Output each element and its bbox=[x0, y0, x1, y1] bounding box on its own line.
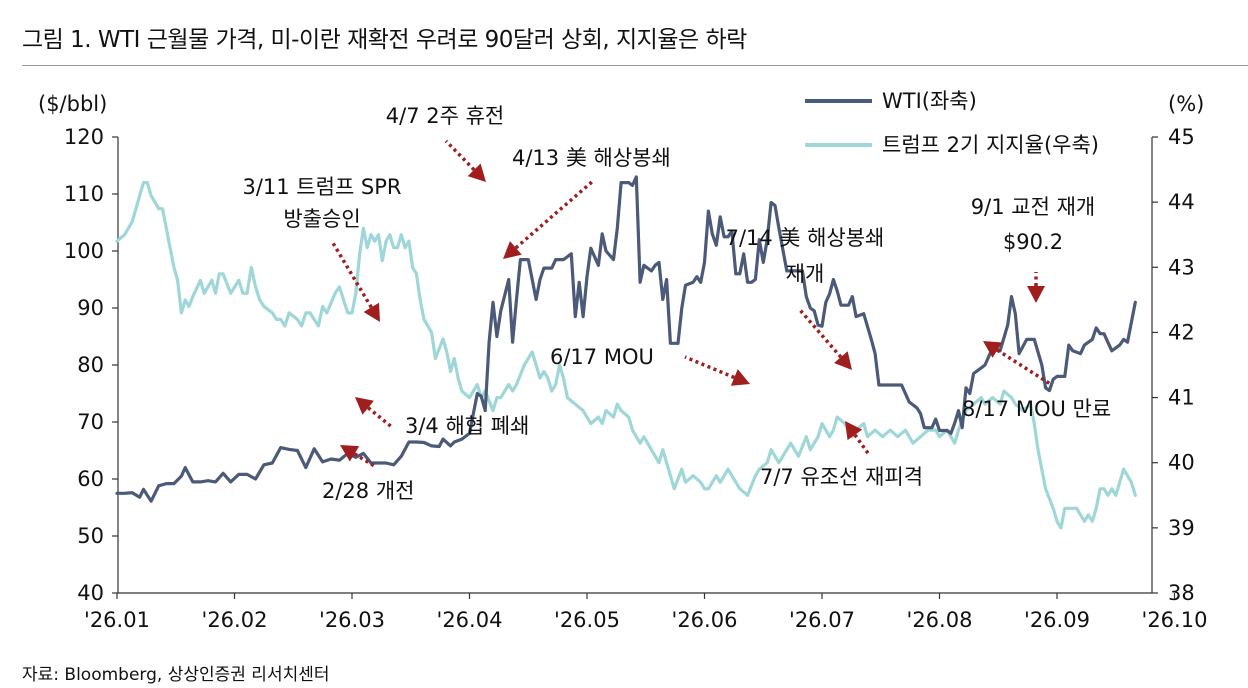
annotation-label: 2/28 개전 bbox=[322, 479, 414, 503]
x-tick-label: '26.08 bbox=[907, 608, 973, 632]
wti-series-line bbox=[115, 175, 1137, 503]
annotation-arrowhead bbox=[467, 163, 486, 182]
annotation-label: 4/7 2주 휴전 bbox=[386, 104, 504, 128]
annotation-arrowhead bbox=[1027, 286, 1045, 303]
right-tick-label: 38 bbox=[1168, 581, 1195, 605]
source-note: 자료: Bloomberg, 상상인증권 리서치센터 bbox=[22, 665, 330, 685]
annotation-label: $90.2 bbox=[1003, 230, 1063, 254]
x-tick-label: '26.06 bbox=[672, 608, 738, 632]
left-tick-label: 40 bbox=[77, 581, 104, 605]
annotation-arrowhead bbox=[730, 369, 750, 386]
right-tick-label: 45 bbox=[1168, 125, 1195, 149]
annotation-arrow-shaft bbox=[367, 406, 395, 430]
left-tick-label: 80 bbox=[77, 353, 104, 377]
right-axis-unit: (%) bbox=[1168, 92, 1204, 116]
annotation-label: 7/14 美 해상봉쇄 bbox=[726, 226, 885, 250]
annotation-arrow-shaft bbox=[353, 452, 377, 469]
x-tick-label: '26.05 bbox=[554, 608, 620, 632]
annotation-label: 재개 bbox=[786, 262, 825, 286]
annotation-arrow-shaft bbox=[996, 348, 1053, 387]
x-tick-label: '26.03 bbox=[319, 608, 385, 632]
right-tick-label: 40 bbox=[1168, 451, 1195, 475]
annotation-arrowhead bbox=[834, 351, 852, 370]
annotation-arrowhead bbox=[355, 397, 374, 415]
chart-title: 그림 1. WTI 근월물 가격, 미-이란 재확전 우려로 90달러 상회, … bbox=[22, 27, 747, 53]
annotation-arrowhead bbox=[503, 241, 522, 259]
annotation-label: 3/4 해협 폐쇄 bbox=[405, 414, 529, 438]
title-divider bbox=[22, 65, 1248, 66]
annotation-label: 8/17 MOU 만료 bbox=[962, 397, 1111, 421]
right-tick-label: 42 bbox=[1168, 320, 1195, 344]
x-tick-label: '26.10 bbox=[1142, 608, 1208, 632]
annotation-arrow-shaft bbox=[853, 433, 872, 458]
x-tick-label: '26.02 bbox=[202, 608, 268, 632]
annotation-label: 6/17 MOU bbox=[550, 345, 654, 369]
right-tick-label: 39 bbox=[1168, 516, 1195, 540]
left-tick-label: 100 bbox=[64, 239, 104, 263]
right-tick-label: 41 bbox=[1168, 386, 1195, 410]
annotation-arrowhead bbox=[340, 445, 360, 462]
left-tick-label: 90 bbox=[77, 296, 104, 320]
approval-series-line bbox=[115, 181, 1137, 530]
annotation-arrow-shaft bbox=[331, 242, 373, 309]
left-tick-label: 110 bbox=[64, 182, 104, 206]
left-tick-label: 60 bbox=[77, 467, 104, 491]
x-tick-label: '26.01 bbox=[84, 608, 150, 632]
annotation-arrowhead bbox=[983, 341, 1003, 358]
left-tick-label: 120 bbox=[64, 125, 104, 149]
annotation-arrow-shaft bbox=[798, 308, 843, 359]
annotation-arrow-shaft bbox=[444, 139, 476, 172]
right-tick-label: 43 bbox=[1168, 255, 1195, 279]
legend-approval-label: 트럼프 2기 지지율(우축) bbox=[882, 133, 1099, 157]
annotation-label: 방출승인 bbox=[283, 207, 360, 231]
annotation-label: 7/7 유조선 재피격 bbox=[760, 465, 923, 489]
annotation-arrowhead bbox=[363, 302, 380, 322]
annotation-arrow-shaft bbox=[514, 179, 595, 250]
x-tick-label: '26.09 bbox=[1024, 608, 1090, 632]
left-axis-unit: ($/bbl) bbox=[38, 92, 107, 116]
annotation-arrow-shaft bbox=[684, 355, 735, 380]
annotation-label: 4/13 美 해상봉쇄 bbox=[512, 146, 671, 170]
annotation-label: 9/1 교전 재개 bbox=[971, 195, 1095, 219]
left-tick-label: 50 bbox=[77, 524, 104, 548]
left-tick-label: 70 bbox=[77, 410, 104, 434]
x-tick-label: '26.07 bbox=[789, 608, 855, 632]
right-tick-label: 44 bbox=[1168, 190, 1195, 214]
annotation-label: 3/11 트럼프 SPR bbox=[242, 175, 401, 199]
legend-wti-label: WTI(좌축) bbox=[882, 89, 977, 113]
x-tick-label: '26.04 bbox=[437, 608, 503, 632]
line-chart: 40 50 60 70 80 90 100 110 120 38 39 40 41 42 43 44 45 '26… bbox=[38, 89, 1208, 632]
annotation-arrowhead bbox=[845, 421, 863, 441]
